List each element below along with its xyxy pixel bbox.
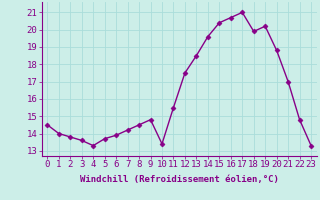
X-axis label: Windchill (Refroidissement éolien,°C): Windchill (Refroidissement éolien,°C) bbox=[80, 175, 279, 184]
